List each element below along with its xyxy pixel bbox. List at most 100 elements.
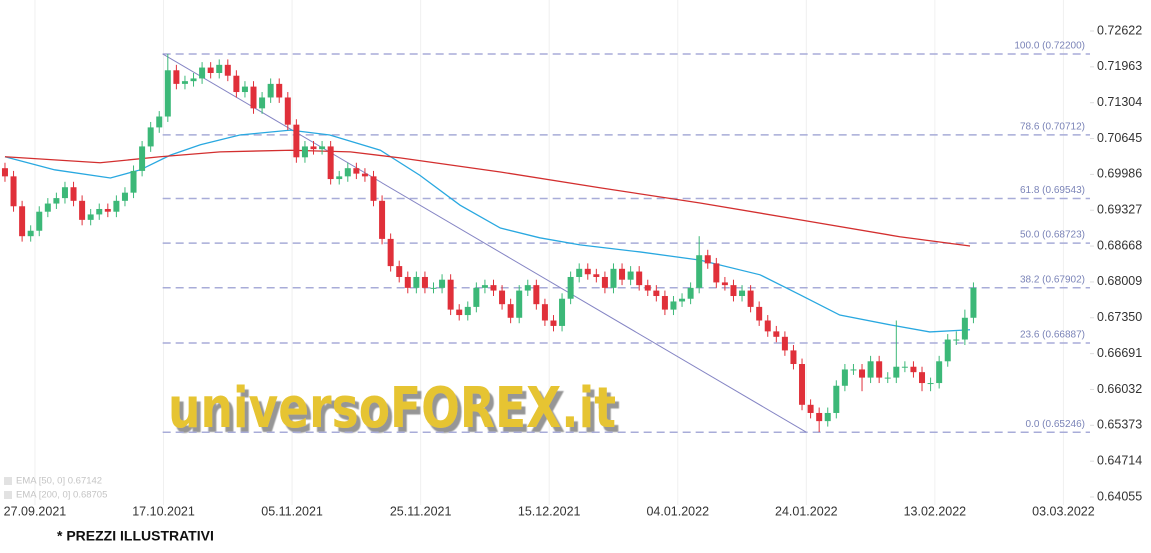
candle-body xyxy=(704,255,711,264)
candle-body xyxy=(876,361,883,378)
candle-body xyxy=(816,412,823,422)
candle-body xyxy=(524,285,531,291)
y-tick-label: 0.71304 xyxy=(1097,95,1142,109)
y-tick-label: 0.67350 xyxy=(1097,310,1142,324)
candle-body xyxy=(10,176,17,207)
candle-body xyxy=(533,285,540,305)
candle-body xyxy=(344,168,351,177)
candle-body xyxy=(721,282,728,286)
candle-body xyxy=(507,304,514,318)
y-tick-label: 0.68009 xyxy=(1097,274,1142,288)
candle-body xyxy=(747,290,754,307)
candle-body xyxy=(439,279,446,288)
candle-body xyxy=(696,255,703,288)
candle-body xyxy=(713,263,720,283)
candle-body xyxy=(224,64,231,76)
candle-body xyxy=(739,290,746,297)
candle-body xyxy=(756,306,763,321)
y-tick-label: 0.72622 xyxy=(1097,23,1142,37)
legend-label: EMA [50, 0] 0.67142 xyxy=(16,476,102,487)
y-tick-label: 0.71963 xyxy=(1097,59,1142,73)
candle-body xyxy=(481,285,488,288)
trend-line xyxy=(162,53,807,433)
candle-body xyxy=(841,369,848,386)
candle-body xyxy=(447,279,454,310)
candle-body xyxy=(199,67,206,79)
candle-body xyxy=(396,266,403,277)
fib-label: 61.8 (0.69543) xyxy=(1020,185,1085,196)
candle-body xyxy=(387,238,394,267)
candle-body xyxy=(259,97,266,109)
candle-body xyxy=(456,309,463,316)
candle-body xyxy=(953,339,960,341)
candle-body xyxy=(121,192,128,201)
candle-body xyxy=(36,211,43,231)
candle-body xyxy=(216,64,223,73)
candle-body xyxy=(919,372,926,384)
watermark: universoFOREX.it xyxy=(168,376,616,441)
candle-body xyxy=(370,176,377,201)
candle-body xyxy=(850,369,857,371)
x-tick-label: 24.01.2022 xyxy=(775,504,838,518)
candle-body xyxy=(730,285,737,297)
candle-body xyxy=(87,214,94,220)
candle-body xyxy=(164,70,171,117)
candle-body xyxy=(284,97,291,125)
candle-body xyxy=(44,203,51,212)
candle-body xyxy=(516,290,523,318)
candle-body xyxy=(901,366,908,368)
candle-body xyxy=(104,208,111,212)
candle-body xyxy=(267,83,274,98)
x-tick-label: 27.09.2021 xyxy=(4,504,67,518)
ema-line xyxy=(4,149,971,247)
legend-icon xyxy=(4,491,12,499)
candle-body xyxy=(541,304,548,321)
candle-body xyxy=(936,361,943,384)
candle-body xyxy=(867,361,874,378)
y-tick-label: 0.65373 xyxy=(1097,418,1142,432)
candle-body xyxy=(139,146,146,171)
candle-body xyxy=(61,187,68,199)
candle-body xyxy=(276,83,283,98)
legend-icon xyxy=(4,477,12,485)
candle-body xyxy=(319,146,326,150)
candle-body xyxy=(70,187,77,201)
fib-label: 50.0 (0.68723) xyxy=(1020,230,1085,241)
candle-body xyxy=(327,146,334,180)
candle-body xyxy=(181,81,188,84)
candle-body xyxy=(927,383,934,385)
x-tick-label: 15.12.2021 xyxy=(518,504,581,518)
y-tick-label: 0.66691 xyxy=(1097,346,1142,360)
candle-body xyxy=(156,116,163,128)
candle-body xyxy=(627,271,634,280)
candle-body xyxy=(250,86,257,109)
candle-body xyxy=(190,78,197,82)
candle-body xyxy=(301,146,308,158)
candle-body xyxy=(79,200,86,220)
y-tick-label: 0.69327 xyxy=(1097,203,1142,217)
fib-label: 0.0 (0.65246) xyxy=(1026,419,1086,430)
candle-body xyxy=(970,287,977,318)
candle-body xyxy=(961,317,968,340)
candle-body xyxy=(310,146,317,150)
candle-body xyxy=(653,290,660,297)
candle-body xyxy=(413,276,420,288)
candle-body xyxy=(1,168,8,177)
candle-body xyxy=(147,127,154,147)
x-tick-label: 05.11.2021 xyxy=(261,504,323,518)
candle-body xyxy=(859,369,866,378)
candle-body xyxy=(644,285,651,291)
y-tick-label: 0.70645 xyxy=(1097,131,1142,145)
candle-body xyxy=(824,412,831,422)
candle-body xyxy=(19,206,26,237)
candle-body xyxy=(910,366,917,373)
candle-body xyxy=(499,290,506,305)
candle-body xyxy=(636,271,643,286)
candle-body xyxy=(773,331,780,337)
candle-body xyxy=(241,86,248,93)
candle-body xyxy=(619,268,626,280)
fib-label: 78.6 (0.70712) xyxy=(1020,122,1085,133)
candle-body xyxy=(130,170,137,193)
